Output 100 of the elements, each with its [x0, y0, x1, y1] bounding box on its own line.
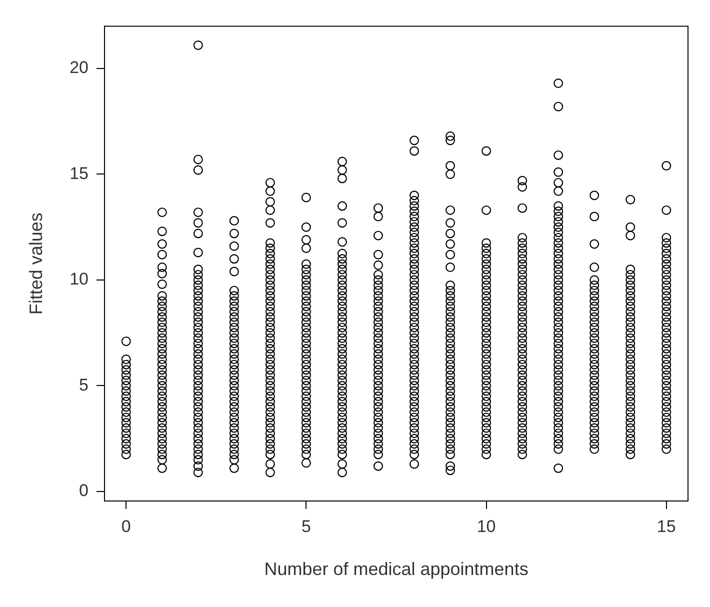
point: [193, 434, 203, 444]
point: [590, 328, 600, 338]
point: [410, 380, 420, 390]
point: [157, 338, 167, 348]
point: [626, 423, 636, 433]
point: [301, 396, 311, 406]
point: [229, 434, 239, 444]
point: [626, 312, 636, 322]
y-tick-label: 0: [79, 481, 89, 500]
point: [446, 250, 456, 260]
point: [265, 380, 275, 390]
point: [265, 402, 275, 412]
point: [410, 459, 420, 469]
point: [662, 296, 672, 306]
point: [662, 354, 672, 364]
point: [626, 412, 636, 422]
point: [482, 418, 492, 428]
point: [337, 328, 347, 338]
point: [626, 360, 636, 370]
point: [229, 306, 239, 316]
point: [301, 418, 311, 428]
point: [554, 178, 564, 188]
point: [157, 344, 167, 354]
point: [337, 291, 347, 301]
point: [554, 396, 564, 406]
point: [626, 306, 636, 316]
point: [301, 333, 311, 343]
point: [482, 296, 492, 306]
point: [554, 238, 564, 248]
point: [301, 450, 311, 460]
point: [337, 165, 347, 175]
point: [157, 392, 167, 402]
point: [554, 434, 564, 444]
point: [373, 407, 383, 417]
point: [301, 318, 311, 328]
point: [373, 270, 383, 280]
point: [662, 312, 672, 322]
point: [337, 280, 347, 290]
point: [482, 328, 492, 338]
point: [590, 402, 600, 412]
point: [446, 131, 456, 141]
point: [301, 434, 311, 444]
point: [518, 370, 528, 380]
point: [193, 312, 203, 322]
point: [554, 244, 564, 254]
point: [626, 392, 636, 402]
point: [518, 302, 528, 312]
point: [157, 239, 167, 249]
point: [446, 386, 456, 396]
point: [265, 218, 275, 228]
point: [229, 228, 239, 238]
point: [157, 302, 167, 312]
point: [193, 333, 203, 343]
point: [410, 222, 420, 232]
point: [662, 338, 672, 348]
point: [662, 423, 672, 433]
point: [518, 450, 528, 460]
point: [662, 439, 672, 449]
point: [229, 241, 239, 251]
point: [662, 205, 672, 215]
point: [337, 248, 347, 258]
point: [518, 428, 528, 438]
point: [229, 392, 239, 402]
point: [121, 376, 131, 386]
point: [518, 176, 528, 186]
point: [265, 344, 275, 354]
point: [410, 302, 420, 312]
point: [554, 259, 564, 269]
point: [301, 354, 311, 364]
point: [554, 217, 564, 227]
point: [301, 235, 311, 245]
point: [626, 338, 636, 348]
point: [518, 322, 528, 332]
point: [662, 365, 672, 375]
point: [482, 318, 492, 328]
point: [626, 344, 636, 354]
point: [157, 407, 167, 417]
point: [410, 270, 420, 280]
point: [229, 412, 239, 422]
point: [121, 386, 131, 396]
point: [446, 392, 456, 402]
point: [554, 318, 564, 328]
point: [482, 291, 492, 301]
point: [265, 286, 275, 296]
point: [662, 244, 672, 254]
point: [373, 423, 383, 433]
point: [373, 450, 383, 460]
point: [482, 396, 492, 406]
point: [301, 376, 311, 386]
point: [337, 344, 347, 354]
point: [518, 286, 528, 296]
point: [301, 386, 311, 396]
point: [157, 455, 167, 465]
point: [410, 360, 420, 370]
point: [193, 439, 203, 449]
point: [446, 333, 456, 343]
point: [590, 333, 600, 343]
point: [626, 354, 636, 364]
point: [337, 386, 347, 396]
point: [590, 386, 600, 396]
